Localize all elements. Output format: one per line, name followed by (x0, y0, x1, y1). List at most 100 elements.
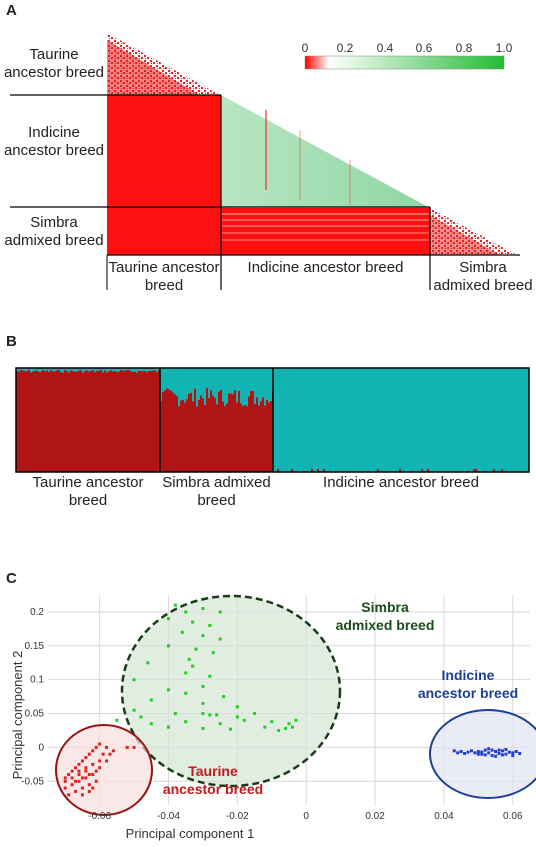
structure-bar-cluster2 (367, 368, 369, 472)
structure-bar-cluster2 (471, 368, 473, 472)
structure-bar-cluster2 (106, 368, 108, 373)
pca-point-series-0 (87, 789, 91, 793)
structure-bar-cluster2 (144, 368, 146, 371)
structure-bar-cluster1 (260, 401, 262, 472)
structure-bar-cluster2 (134, 368, 136, 372)
structure-bar-cluster2 (250, 368, 252, 391)
structure-bar-cluster2 (242, 368, 244, 406)
pca-point-series-1 (184, 720, 188, 724)
pca-ytick-3: 0.1 (30, 675, 44, 686)
structure-bar-cluster2 (277, 368, 279, 469)
colorbar-tick-0: 0 (302, 41, 309, 55)
structure-bar-cluster2 (124, 368, 126, 371)
structure-bar-cluster2 (333, 368, 335, 472)
structure-bar-cluster2 (291, 368, 293, 469)
structure-bar-cluster1 (186, 399, 188, 472)
structure-plot-b (15, 367, 530, 473)
structure-bar-cluster2 (385, 368, 387, 472)
structure-bar-cluster1 (42, 369, 44, 472)
structure-bar-cluster1 (277, 468, 279, 472)
pca-ytick-0: -0.05 (21, 776, 44, 787)
structure-bar-cluster2 (28, 368, 30, 370)
structure-bar-cluster2 (178, 368, 180, 407)
row-label-indicine: Indicine ancestor breed (3, 124, 105, 159)
structure-bar-cluster2 (130, 368, 132, 371)
structure-bar-cluster1 (202, 398, 204, 472)
pca-point-series-2 (476, 752, 480, 756)
pca-point-series-2 (483, 753, 487, 757)
heatmap-indicine-taurine-block (107, 95, 221, 208)
structure-bar-cluster1 (22, 370, 24, 472)
structure-bar-cluster2 (417, 368, 419, 472)
pca-point-series-0 (108, 752, 112, 756)
structure-bar-cluster2 (487, 368, 489, 472)
structure-bar-cluster1 (174, 394, 176, 472)
pca-point-series-1 (284, 726, 288, 730)
structure-bar-cluster1 (208, 397, 210, 472)
structure-bar-cluster1 (74, 371, 76, 472)
structure-bar-cluster2 (491, 368, 493, 472)
structure-bar-cluster2 (160, 368, 162, 402)
structure-bar-cluster1 (56, 370, 58, 472)
structure-bar-cluster1 (118, 371, 120, 472)
pca-point-series-1 (201, 712, 205, 716)
structure-bar-cluster2 (50, 368, 52, 371)
structure-bar-cluster2 (76, 368, 78, 372)
structure-bar-cluster2 (118, 368, 120, 372)
structure-bar-cluster1 (88, 371, 90, 472)
structure-bar-cluster1 (98, 370, 100, 472)
structure-bar-cluster1 (190, 392, 192, 472)
structure-bar-cluster2 (337, 368, 339, 472)
structure-bar-cluster2 (459, 368, 461, 472)
structure-bar-cluster2 (297, 368, 299, 472)
structure-bar-cluster1 (172, 392, 174, 472)
structure-bar-cluster2 (96, 368, 98, 371)
structure-bar-cluster2 (196, 368, 198, 407)
structure-bar-cluster2 (435, 368, 437, 472)
pca-ytick-1: 0 (38, 742, 44, 753)
structure-bar-cluster2 (162, 368, 164, 393)
pca-point-series-0 (70, 783, 74, 787)
pca-point-series-0 (94, 779, 98, 783)
structure-bar-cluster2 (293, 368, 295, 472)
structure-bar-cluster2 (104, 368, 106, 371)
pca-point-series-2 (456, 751, 460, 755)
structure-bar-cluster1 (120, 369, 122, 472)
structure-bar-cluster1 (54, 371, 56, 472)
structure-bar-cluster1 (96, 370, 98, 472)
pca-point-series-0 (80, 786, 84, 790)
pca-point-series-0 (84, 769, 88, 773)
structure-bar-cluster2 (483, 368, 485, 472)
structure-bar-cluster1 (248, 396, 250, 472)
structure-bar-cluster2 (329, 368, 331, 472)
structure-bar-cluster2 (248, 368, 250, 397)
structure-bar-cluster2 (353, 368, 355, 472)
structure-bar-cluster2 (214, 368, 216, 398)
heatmap-indicine-diagonal (221, 95, 430, 208)
pca-point-series-0 (91, 762, 95, 766)
structure-bar-cluster2 (503, 368, 505, 472)
pca-point-series-1 (187, 657, 191, 661)
col-label-taurine: Taurine ancestor breed (108, 259, 220, 294)
structure-bar-cluster2 (266, 368, 268, 400)
pca-point-series-2 (483, 748, 487, 752)
pca-point-series-1 (294, 718, 298, 722)
pca-point-series-1 (218, 610, 222, 614)
pca-point-series-0 (84, 766, 88, 770)
structure-bar-cluster1 (192, 401, 194, 472)
pca-point-series-0 (91, 749, 95, 753)
pca-point-series-2 (511, 754, 515, 758)
structure-bar-cluster2 (88, 368, 90, 372)
heatmap-taurine-diagonal-fill (107, 40, 200, 95)
structure-bar-cluster2 (186, 368, 188, 400)
structure-bar-cluster2 (413, 368, 415, 472)
structure-bar-cluster2 (455, 368, 457, 472)
structure-bar-cluster2 (70, 368, 72, 371)
structure-bar-cluster1 (252, 390, 254, 472)
structure-bar-cluster2 (154, 368, 156, 371)
structure-bar-cluster2 (349, 368, 351, 472)
structure-bar-cluster2 (18, 368, 20, 372)
structure-bar-cluster2 (463, 368, 465, 472)
structure-bar-cluster2 (433, 368, 435, 472)
colorbar-tick-4: 0.8 (456, 41, 473, 55)
